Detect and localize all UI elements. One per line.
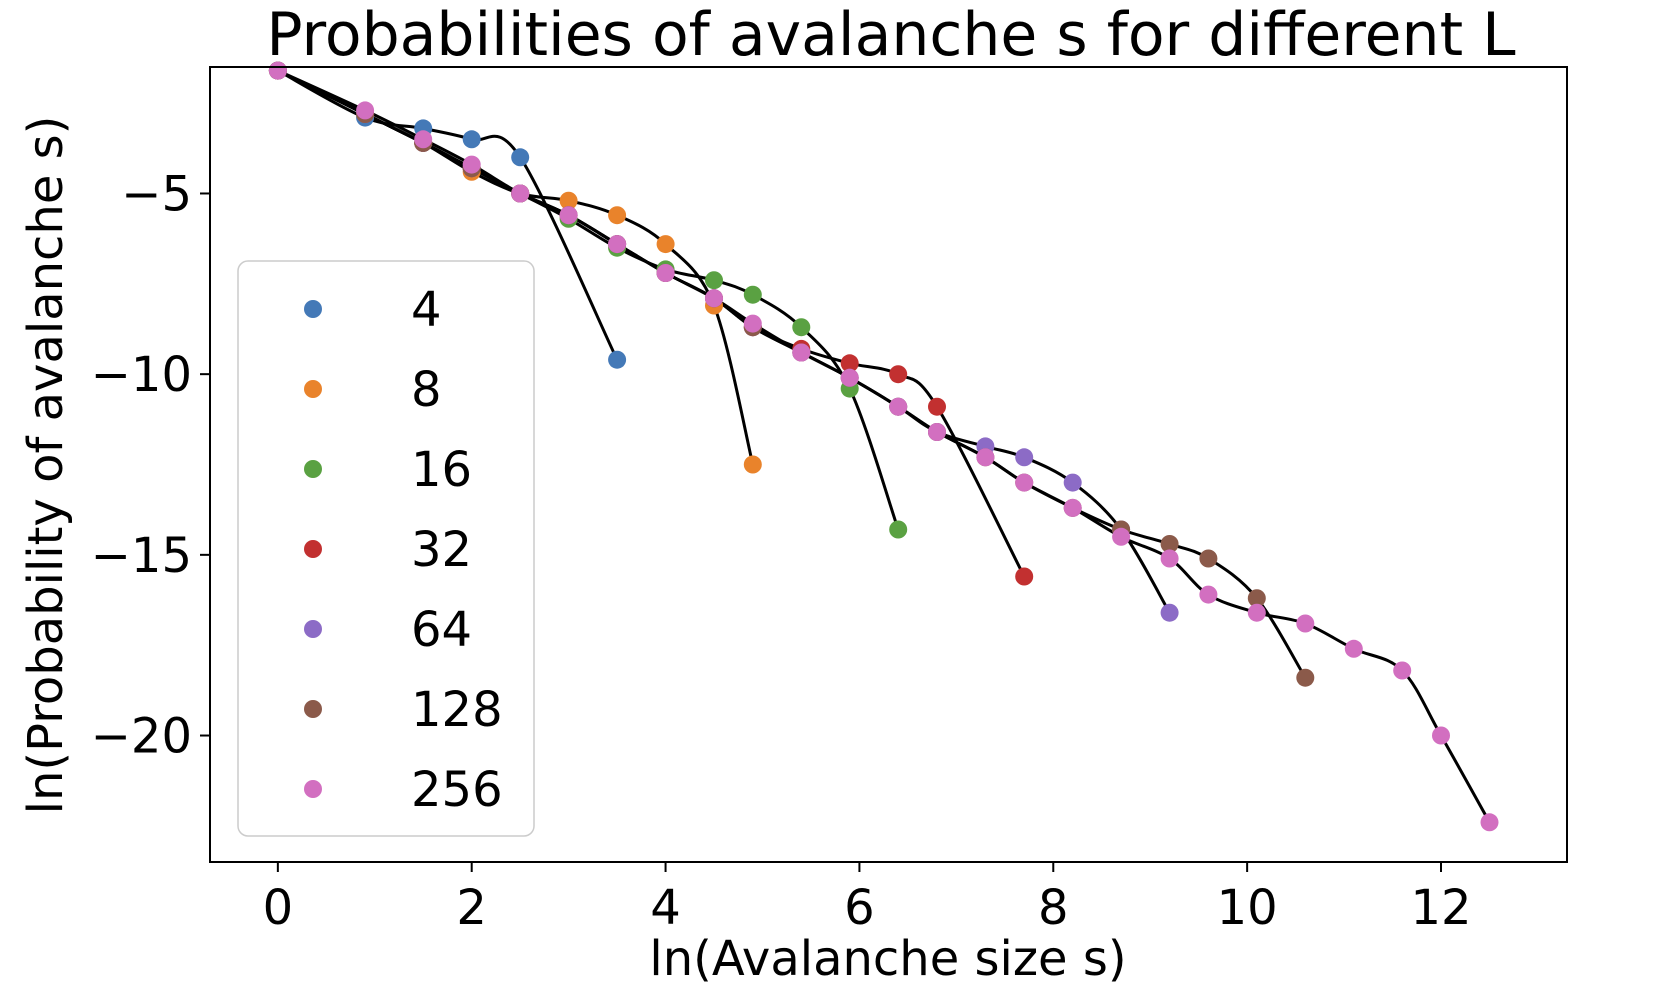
legend-label-16: 16 [411,442,472,498]
legend-label-8: 8 [411,362,442,418]
data-point-8 [608,206,627,225]
data-point-16 [889,520,908,539]
legend-marker-16 [304,460,322,478]
y-tick-label: −15 [91,528,192,584]
legend-label-128: 128 [411,682,503,738]
data-point-256 [462,155,481,174]
data-point-32 [840,354,859,373]
data-point-128 [1199,549,1218,568]
data-point-8 [559,191,578,210]
x-tick-label: 12 [1410,880,1471,936]
legend-marker-32 [304,540,322,558]
x-axis-label: ln(Avalanche size s) [649,931,1126,987]
data-point-32 [1015,567,1034,586]
data-point-16 [743,285,762,304]
x-tick-label: 6 [844,880,875,936]
data-point-256 [1063,498,1082,517]
x-tick-label: 0 [263,880,294,936]
data-point-256 [1344,639,1363,658]
data-point-256 [1480,813,1499,832]
data-point-4 [462,130,481,149]
x-tick-label: 8 [1038,880,1069,936]
legend-marker-128 [304,700,322,718]
legend: 4 8 16 32 64 128 256 [237,260,535,837]
data-point-128 [1160,535,1179,553]
data-point-256 [1112,527,1131,546]
y-tick-label: −10 [91,347,192,403]
data-point-256 [928,423,946,441]
y-tick-label: −20 [91,709,192,765]
data-point-256 [1199,585,1218,604]
data-point-256 [268,61,287,80]
data-point-256 [840,368,859,387]
legend-marker-256 [304,780,322,798]
data-point-256 [743,314,762,333]
data-point-256 [1393,661,1412,680]
legend-marker-8 [304,380,322,398]
data-point-4 [608,350,627,369]
data-point-64 [1160,603,1179,622]
chart-title: Probabilities of avalanche s for differe… [266,0,1516,70]
data-point-256 [559,206,578,225]
x-tick-label: 10 [1217,880,1278,936]
data-point-4 [511,148,530,167]
data-point-256 [705,289,723,308]
legend-marker-4 [304,300,322,318]
x-tick-label: 2 [456,880,487,936]
x-tick-label: 4 [650,880,681,936]
data-point-16 [792,318,811,337]
data-point-256 [1432,726,1450,745]
data-point-256 [792,343,811,362]
legend-label-4: 4 [411,282,442,338]
data-point-8 [743,455,762,474]
data-point-256 [1015,473,1034,492]
y-axis-label: ln(Probability of avalanche s) [18,116,74,815]
data-point-32 [889,365,908,384]
data-point-8 [656,235,675,254]
data-point-256 [356,101,375,120]
data-point-256 [656,264,675,282]
data-point-32 [928,397,946,416]
y-axis: −5 −10 −15 −20 [91,166,210,765]
data-point-256 [889,397,908,416]
legend-marker-64 [304,620,322,638]
plot-area [268,61,1499,832]
data-point-256 [976,448,995,467]
data-point-128 [1296,668,1315,687]
x-axis: 0 2 4 6 8 10 12 [263,862,1472,936]
legend-box [237,260,535,837]
data-point-256 [1160,549,1179,568]
legend-label-32: 32 [411,522,472,578]
data-point-64 [1063,473,1082,492]
data-point-256 [1296,614,1315,633]
data-point-128 [1247,589,1266,608]
data-point-256 [608,235,627,254]
data-point-256 [414,130,433,149]
data-point-16 [705,271,723,290]
y-tick-label: −5 [121,166,192,222]
data-point-64 [1015,448,1034,467]
legend-label-64: 64 [411,602,472,658]
legend-label-256: 256 [411,762,503,818]
data-point-256 [511,184,530,203]
plot-frame [209,66,1568,863]
data-point-256 [1247,603,1266,622]
